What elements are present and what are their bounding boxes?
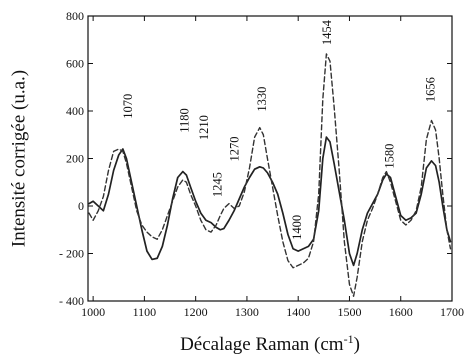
x-tick-label: 1200 xyxy=(184,305,208,319)
peak-label-1656: 1656 xyxy=(423,77,437,102)
x-tick-label: 1600 xyxy=(389,305,413,319)
peak-label-1180: 1180 xyxy=(177,108,191,133)
series-line-solid xyxy=(88,136,452,267)
peak-label-1270: 1270 xyxy=(228,136,242,161)
series-layer xyxy=(88,53,452,297)
peak-label-1245: 1245 xyxy=(211,172,225,197)
x-axis-title: Décalage Raman (cm-1) xyxy=(180,332,360,355)
peak-label-1070: 1070 xyxy=(121,94,135,119)
y-tick-label: - 200 xyxy=(59,247,84,261)
x-tick-label: 1500 xyxy=(337,305,361,319)
peak-label-1330: 1330 xyxy=(255,87,269,112)
ticks-layer: 1000 1100 1200 1300 1400 1500 1600 1700 - 400 - 2… xyxy=(59,9,464,319)
y-tick-label: 800 xyxy=(66,9,84,23)
y-tick-label: 200 xyxy=(66,152,84,166)
x-axis-title-main: Décalage Raman (cm xyxy=(180,334,344,355)
x-tick-label: 1100 xyxy=(133,305,157,319)
series-line-dashed xyxy=(88,53,452,297)
x-tick-label: 1700 xyxy=(440,305,464,319)
x-axis-title-superscript: -1 xyxy=(344,332,354,346)
y-tick-label: - 400 xyxy=(59,294,84,308)
x-tick-label: 1300 xyxy=(235,305,259,319)
x-axis-title-close: ) xyxy=(354,334,360,355)
y-tick-label: 400 xyxy=(66,104,84,118)
x-tick-label: 1400 xyxy=(286,305,310,319)
y-axis-title: Intensité corrigée (u.a.) xyxy=(8,70,29,247)
y-tick-label: 600 xyxy=(66,57,84,71)
x-tick-label: 1000 xyxy=(81,305,105,319)
peak-label-1454: 1454 xyxy=(320,19,334,45)
plot-frame xyxy=(87,15,453,302)
peak-label-1210: 1210 xyxy=(197,115,211,140)
y-tick-label: 0 xyxy=(78,199,84,213)
peak-label-1580: 1580 xyxy=(382,144,396,169)
peak-label-1400: 1400 xyxy=(290,215,304,240)
